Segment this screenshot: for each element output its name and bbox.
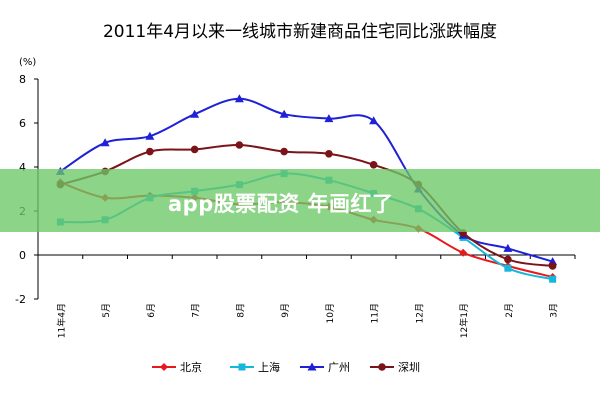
chart-title: 2011年4月以来一线城市新建商品住宅同比涨跌幅度 — [103, 22, 497, 42]
legend-marker — [307, 362, 317, 371]
data-point — [459, 248, 468, 257]
y-tick-label: 0 — [19, 249, 26, 262]
legend-item: 北京 — [152, 360, 202, 374]
data-point — [548, 262, 557, 270]
data-point — [369, 161, 378, 169]
x-tick-label: 7月 — [191, 303, 202, 318]
x-tick-label: 12年1月 — [458, 303, 470, 338]
y-tick-label: 6 — [19, 117, 26, 130]
legend-label: 上海 — [258, 360, 280, 374]
data-point — [146, 147, 154, 156]
x-tick-label: 3月 — [549, 303, 560, 318]
legend-marker — [160, 363, 168, 371]
data-point — [100, 138, 110, 147]
overlay-banner — [0, 169, 600, 232]
x-tick-label: 12月 — [414, 303, 425, 323]
overlay-banner-text: app股票配资 年画红了 — [168, 192, 394, 216]
y-tick-label: 4 — [19, 161, 26, 174]
x-tick-label: 5月 — [101, 303, 112, 318]
y-tick-label: 8 — [19, 73, 26, 86]
legend-marker — [378, 363, 386, 371]
data-point — [324, 114, 334, 123]
x-tick-label: 9月 — [280, 303, 291, 318]
data-point — [503, 243, 513, 252]
y-tick-label: -2 — [15, 293, 26, 306]
legend-label: 北京 — [180, 360, 202, 374]
legend-marker — [238, 363, 246, 371]
x-tick-label: 8月 — [235, 303, 246, 318]
data-point — [280, 147, 288, 156]
data-point — [234, 94, 244, 103]
axes: -20246811年4月5月6月7月8月9月10月11月12月12年1月2月3月 — [15, 73, 576, 338]
legend-item: 上海 — [230, 360, 280, 374]
data-point — [325, 150, 333, 158]
legend-item: 深圳 — [370, 361, 420, 374]
data-point — [504, 255, 512, 264]
legend-label: 广州 — [328, 361, 350, 374]
x-tick-label: 11月 — [370, 303, 381, 323]
data-point — [279, 109, 289, 118]
legend-item: 广州 — [300, 361, 350, 374]
data-point — [235, 141, 244, 149]
legend-label: 深圳 — [398, 361, 420, 374]
x-tick-label: 2月 — [504, 303, 515, 318]
data-point — [190, 145, 199, 154]
data-point — [145, 131, 155, 140]
x-tick-label: 6月 — [146, 303, 157, 318]
data-point — [190, 109, 200, 118]
y-axis-unit-label: (%) — [19, 57, 36, 68]
legend: 北京 上海 广州 深圳 — [152, 360, 420, 374]
data-point — [369, 116, 379, 125]
x-tick-label: 10月 — [325, 303, 336, 323]
x-tick-label: 11年4月 — [55, 303, 67, 338]
data-point — [504, 264, 512, 272]
data-point — [549, 275, 557, 283]
